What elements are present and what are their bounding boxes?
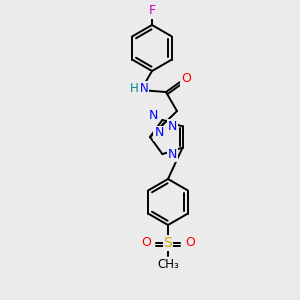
Text: N: N <box>168 148 177 160</box>
Text: H: H <box>130 82 138 94</box>
Text: O: O <box>141 236 151 250</box>
Text: O: O <box>181 72 191 85</box>
Text: N: N <box>140 82 148 94</box>
Text: F: F <box>148 4 156 17</box>
Text: CH₃: CH₃ <box>157 257 179 271</box>
Text: S: S <box>164 236 172 250</box>
Text: N: N <box>149 110 158 122</box>
Text: O: O <box>185 236 195 250</box>
Text: N: N <box>154 127 164 140</box>
Text: N: N <box>168 120 177 133</box>
